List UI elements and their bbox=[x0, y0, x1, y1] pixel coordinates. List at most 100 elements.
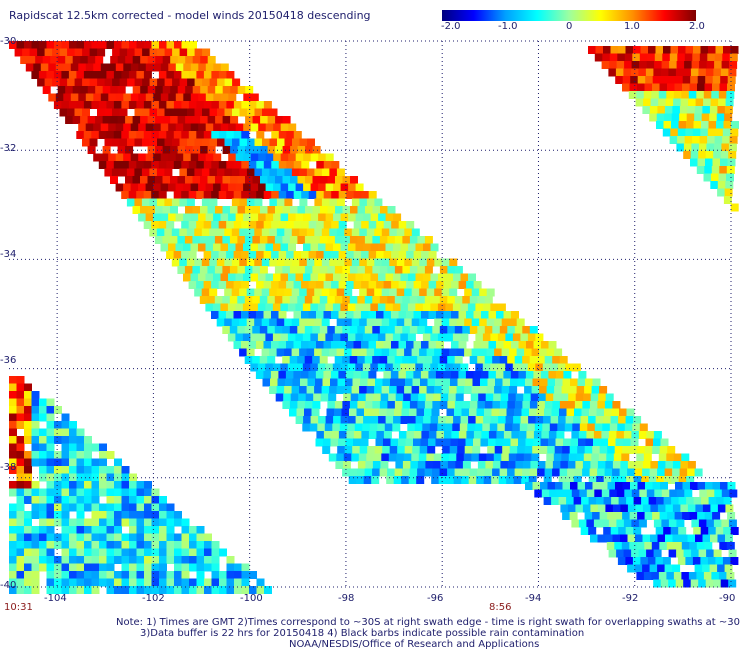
heatmap-cell bbox=[190, 93, 199, 102]
heatmap-cell bbox=[301, 311, 309, 319]
heatmap-cell bbox=[91, 578, 100, 587]
heatmap-cell bbox=[222, 326, 231, 334]
heatmap-cell bbox=[608, 519, 617, 528]
heatmap-cell bbox=[393, 273, 401, 282]
heatmap-cell bbox=[132, 176, 141, 184]
heatmap-cell bbox=[363, 416, 372, 424]
heatmap-cell bbox=[237, 296, 246, 304]
heatmap-cell bbox=[76, 71, 85, 79]
heatmap-cell bbox=[478, 453, 487, 462]
heatmap-cell bbox=[367, 446, 376, 454]
heatmap-cell bbox=[424, 401, 433, 409]
heatmap-cell bbox=[138, 63, 147, 72]
heatmap-cell bbox=[444, 423, 453, 432]
heatmap-cell bbox=[248, 191, 257, 199]
heatmap-cell bbox=[338, 371, 347, 379]
heatmap-cell bbox=[74, 48, 83, 57]
heatmap-cell bbox=[215, 116, 224, 124]
heatmap-cell bbox=[9, 541, 17, 549]
heatmap-cell bbox=[80, 56, 89, 64]
heatmap-cell bbox=[54, 533, 62, 542]
heatmap-cell bbox=[541, 489, 550, 498]
heatmap-cell bbox=[614, 542, 623, 550]
heatmap-cell bbox=[52, 78, 61, 87]
heatmap-cell bbox=[499, 326, 508, 334]
heatmap-cell bbox=[484, 356, 493, 364]
heatmap-cell bbox=[673, 572, 682, 580]
heatmap-cell bbox=[61, 71, 70, 79]
heatmap-cell bbox=[318, 213, 327, 222]
heatmap-cell bbox=[76, 548, 85, 557]
heatmap-cell bbox=[291, 348, 300, 357]
heatmap-cell bbox=[568, 393, 577, 402]
heatmap-cell bbox=[462, 296, 471, 304]
heatmap-cell bbox=[573, 476, 582, 484]
heatmap-cell bbox=[400, 273, 409, 282]
heatmap-cell bbox=[730, 128, 739, 137]
heatmap-cell bbox=[278, 221, 287, 229]
heatmap-cell bbox=[204, 578, 212, 587]
heatmap-cell bbox=[207, 266, 216, 274]
heatmap-cell bbox=[16, 443, 25, 452]
heatmap-cell bbox=[323, 341, 332, 349]
heatmap-cell bbox=[379, 356, 388, 364]
heatmap-cell bbox=[136, 481, 145, 489]
heatmap-cell bbox=[635, 504, 644, 513]
heatmap-cell bbox=[323, 161, 332, 169]
heatmap-cell bbox=[273, 273, 281, 282]
x-tick-label: -90 bbox=[719, 593, 736, 604]
heatmap-cell bbox=[690, 158, 698, 167]
heatmap-cell bbox=[106, 71, 115, 79]
heatmap-cell bbox=[114, 458, 122, 467]
heatmap-cell bbox=[284, 168, 293, 177]
heatmap-cell bbox=[716, 121, 724, 129]
heatmap-cell bbox=[330, 438, 339, 447]
heatmap-cell bbox=[130, 183, 139, 192]
heatmap-cell bbox=[404, 446, 413, 454]
heatmap-cell bbox=[613, 453, 622, 462]
heatmap-cell bbox=[481, 431, 490, 439]
heatmap-cell bbox=[428, 311, 437, 319]
heatmap-cell bbox=[136, 556, 145, 564]
heatmap-cell bbox=[362, 363, 371, 372]
heatmap-cell bbox=[159, 541, 167, 549]
heatmap-cell bbox=[314, 198, 323, 207]
heatmap-cell bbox=[729, 489, 738, 498]
heatmap-cell bbox=[448, 453, 457, 462]
heatmap-cell bbox=[198, 213, 207, 222]
heatmap-cell bbox=[9, 421, 17, 429]
heatmap-cell bbox=[717, 106, 726, 114]
heatmap-cell bbox=[469, 296, 478, 304]
heatmap-cell bbox=[183, 123, 192, 132]
heatmap-cell bbox=[69, 421, 77, 429]
heatmap-cell bbox=[121, 488, 130, 497]
heatmap-cell bbox=[322, 446, 331, 454]
heatmap-cell bbox=[319, 236, 328, 244]
heatmap-cell bbox=[335, 176, 343, 184]
heatmap-cell bbox=[149, 138, 158, 147]
heatmap-cell bbox=[22, 48, 31, 57]
heatmap-cell bbox=[601, 519, 610, 528]
heatmap-cell bbox=[597, 461, 606, 469]
heatmap-cell bbox=[175, 213, 184, 222]
heatmap-cell bbox=[391, 281, 400, 289]
heatmap-cell bbox=[237, 236, 246, 244]
heatmap-cell bbox=[284, 228, 293, 237]
heatmap-cell bbox=[333, 243, 341, 252]
heatmap-cell bbox=[301, 161, 310, 169]
heatmap-cell bbox=[158, 101, 167, 109]
heatmap-cell bbox=[364, 326, 373, 334]
heatmap-cell bbox=[151, 526, 160, 534]
heatmap-cell bbox=[196, 131, 205, 139]
heatmap-cell bbox=[372, 401, 381, 409]
heatmap-cell bbox=[608, 431, 617, 439]
heatmap-cell bbox=[703, 98, 712, 107]
heatmap-cell bbox=[140, 116, 149, 124]
heatmap-cell bbox=[699, 489, 708, 498]
heatmap-cell bbox=[144, 511, 152, 519]
heatmap-cell bbox=[338, 191, 347, 199]
heatmap-cell bbox=[84, 541, 92, 549]
heatmap-cell bbox=[69, 548, 77, 557]
heatmap-cell bbox=[187, 48, 196, 57]
heatmap-cell bbox=[239, 348, 248, 357]
